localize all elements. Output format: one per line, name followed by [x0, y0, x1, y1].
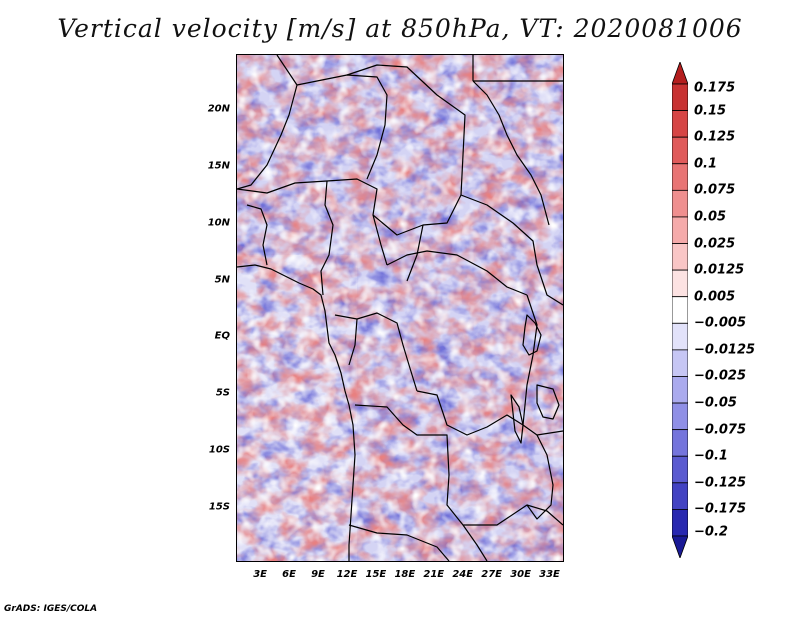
colorbar-label: −0.0125 [694, 342, 756, 358]
map-title: Vertical velocity [m/s] at 850hPa, VT: 2… [57, 14, 743, 43]
colorbar-swatch-17 [672, 509, 688, 537]
colorbar-label: −0.175 [694, 501, 747, 517]
coastlines-and-borders [237, 55, 563, 561]
lon-label-18e: 18E [394, 569, 416, 580]
colorbar-label: −0.1 [694, 448, 728, 464]
colorbar-label: −0.075 [694, 422, 747, 438]
lat-label-15s: 15S [208, 501, 230, 513]
colorbar-swatch-3 [672, 136, 688, 165]
lon-label-12e: 12E [336, 569, 358, 580]
colorbar-swatch-18 [672, 535, 688, 558]
colorbar-label: 0.175 [694, 80, 736, 96]
lat-label-5n: 5N [214, 274, 230, 286]
lon-label-3e: 3E [253, 569, 268, 580]
colorbar-swatch-10 [672, 322, 688, 351]
lon-label-21e: 21E [423, 569, 445, 580]
lat-label-eq: EQ [214, 330, 230, 342]
colorbar-swatch-7 [672, 243, 688, 271]
colorbar-swatch-14 [672, 429, 688, 457]
lon-label-9e: 9E [311, 569, 325, 580]
colorbar-label: 0.125 [694, 129, 736, 145]
lon-label-33e: 33E [539, 569, 560, 580]
grads-credit: GrADS: IGES/COLA [4, 604, 98, 614]
colorbar-label: 0.025 [694, 236, 736, 252]
colorbar-label: −0.125 [694, 475, 747, 491]
colorbar-label: −0.2 [694, 524, 728, 540]
colorbar-swatch-1 [672, 83, 688, 111]
lon-label-27e: 27E [481, 569, 503, 580]
colorbar-label: 0.15 [694, 103, 727, 119]
colorbar-swatch-5 [672, 189, 688, 218]
lon-label-30e: 30E [510, 569, 531, 580]
lat-label-5s: 5S [215, 387, 230, 399]
colorbar-swatch-4 [672, 163, 688, 191]
lat-label-15n: 15N [207, 160, 230, 172]
velocity-map [236, 54, 564, 562]
colorbar-label: −0.025 [694, 368, 747, 384]
lat-label-10n: 10N [207, 217, 230, 229]
colorbar-swatch-15 [672, 455, 688, 484]
lon-label-24e: 24E [452, 569, 474, 580]
velocity-field [237, 55, 563, 561]
colorbar-label: 0.05 [694, 209, 727, 225]
colorbar-swatch-9 [672, 296, 688, 324]
colorbar-label: 0.075 [694, 182, 736, 198]
lon-label-6e: 6E [282, 569, 296, 580]
lat-label-20n: 20N [207, 103, 230, 115]
colorbar-label: 0.0125 [694, 262, 745, 278]
lon-label-15e: 15E [365, 569, 387, 580]
colorbar-swatch-16 [672, 482, 688, 510]
lat-label-10s: 10S [208, 444, 230, 456]
colorbar-swatch-13 [672, 402, 688, 431]
colorbar-label: −0.05 [694, 395, 737, 411]
colorbar-swatch-6 [672, 216, 688, 244]
colorbar-label: −0.005 [694, 315, 747, 331]
colorbar-swatch-11 [672, 349, 688, 377]
colorbar-label: 0.1 [694, 156, 718, 172]
colorbar-label: 0.005 [694, 289, 736, 305]
colorbar-swatch-8 [672, 269, 688, 298]
colorbar [672, 62, 688, 558]
colorbar-swatch-2 [672, 110, 688, 138]
colorbar-swatch-0 [672, 62, 688, 85]
colorbar-swatch-12 [672, 376, 688, 404]
